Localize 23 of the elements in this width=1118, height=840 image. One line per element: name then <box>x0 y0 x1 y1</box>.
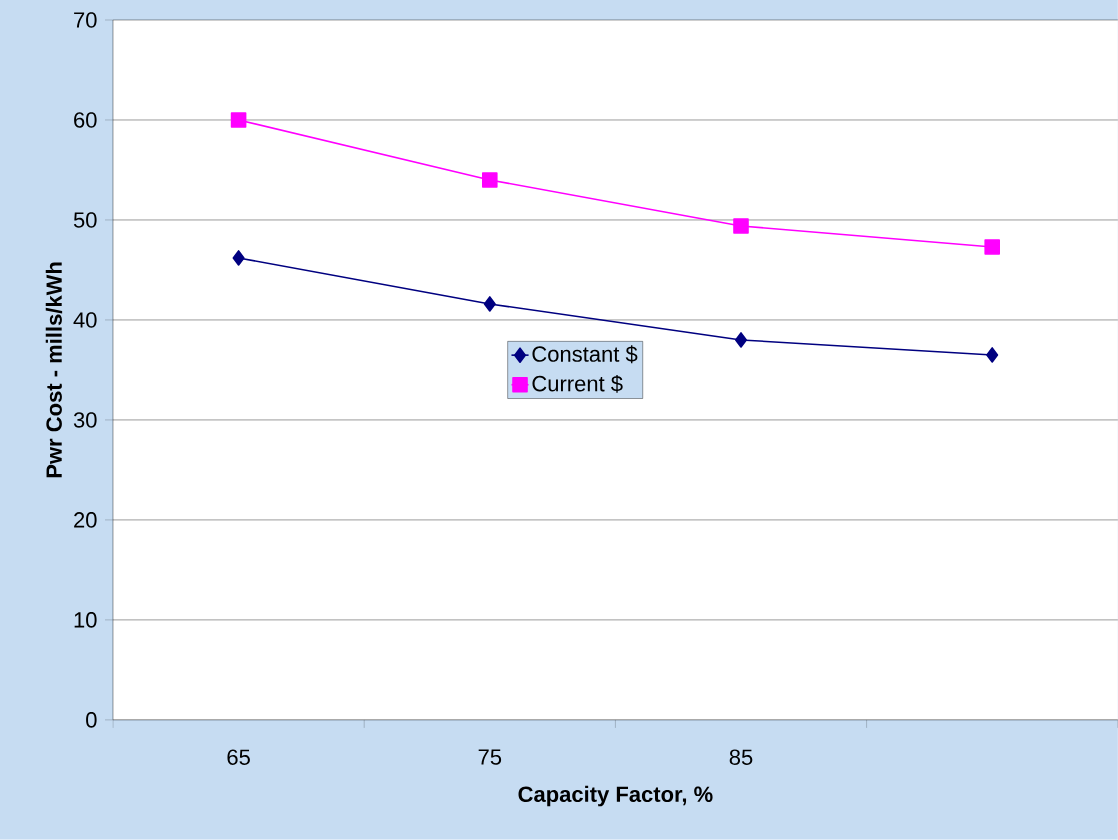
point <box>734 332 748 348</box>
y-tick-label: 0 <box>86 712 97 728</box>
y-tick-label: 10 <box>74 612 97 628</box>
x-tick-label: 65 <box>227 749 250 766</box>
x-axis-title: Capacity Factor, % <box>518 785 713 807</box>
point <box>733 218 749 234</box>
point <box>230 112 247 128</box>
point <box>232 250 245 266</box>
legend-label: Current $ <box>532 374 623 393</box>
x-tick-label: 85 <box>729 749 753 766</box>
legend-label: Constant $ <box>532 345 638 364</box>
point <box>986 347 999 363</box>
y-tick-label: 60 <box>74 112 97 128</box>
y-tick-label: 20 <box>74 512 97 528</box>
point <box>483 296 496 312</box>
y-tick-label: 30 <box>73 412 97 428</box>
y-tick-label: 70 <box>74 12 97 28</box>
y-tick-label: 50 <box>73 212 97 228</box>
y-axis-title: Pwr Cost - mills/kWh <box>45 262 63 478</box>
point <box>984 239 1000 255</box>
point <box>482 172 498 188</box>
x-tick-label: 75 <box>478 749 502 765</box>
y-tick-label: 40 <box>73 312 97 328</box>
